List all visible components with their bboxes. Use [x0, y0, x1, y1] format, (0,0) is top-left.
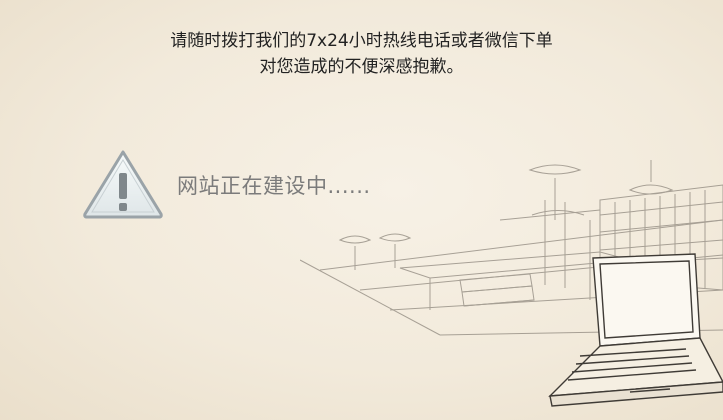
notice-line-2: 对您造成的不便深感抱歉。	[259, 57, 464, 77]
notice-text: 请随时拨打我们的7x24小时热线电话或者微信下单 对您造成的不便深感抱歉。	[0, 28, 723, 80]
notice-line-1: 请随时拨打我们的7x24小时热线电话或者微信下单	[170, 31, 553, 51]
construction-message: 网站正在建设中......	[177, 174, 371, 198]
library-laptop-illustration	[300, 160, 723, 407]
warning-icon	[83, 150, 163, 219]
